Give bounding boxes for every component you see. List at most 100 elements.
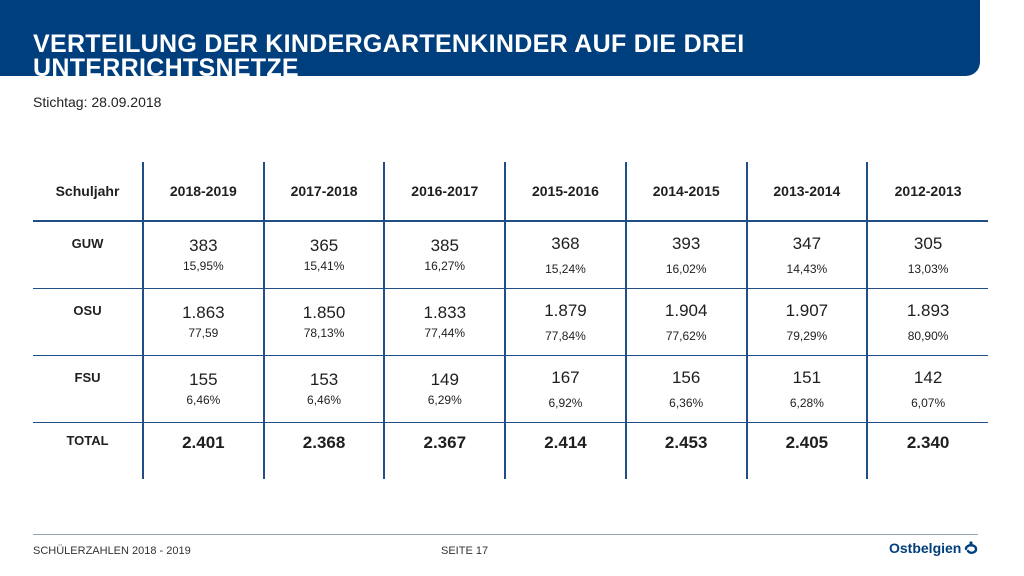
cell-value: 1.850 bbox=[302, 303, 346, 322]
cell-percent: 6,92% bbox=[548, 395, 583, 410]
table-cell: 151 6,28% bbox=[745, 355, 868, 423]
table-cell: 385 16,27% bbox=[383, 221, 506, 289]
header-cell-year: 2015-2016 bbox=[504, 162, 626, 222]
total-value: 2.367 bbox=[423, 433, 467, 452]
cell-percent: 6,46% bbox=[186, 393, 221, 407]
cell-value: 385 bbox=[430, 236, 459, 255]
table-cell: 1.863 77,59 bbox=[142, 288, 264, 356]
table-cell: 156 6,36% bbox=[624, 355, 747, 423]
table-cell: 1.893 80,90% bbox=[866, 288, 988, 356]
ostbelgien-logo: Ostbelgien bbox=[889, 540, 978, 556]
cell-percent: 77,84% bbox=[545, 328, 586, 343]
table-cell: 142 6,07% bbox=[866, 355, 988, 423]
cell-value: 1.863 bbox=[182, 303, 225, 322]
row-label: TOTAL bbox=[33, 422, 143, 479]
table-cell: 2.340 bbox=[866, 422, 988, 479]
header-cell-schuljahr: Schuljahr bbox=[33, 162, 143, 222]
cell-value: 153 bbox=[309, 370, 339, 389]
cell-value: 149 bbox=[430, 370, 459, 389]
table-cell: 1.904 77,62% bbox=[624, 288, 747, 356]
cell-percent: 15,95% bbox=[183, 259, 224, 273]
header-cell-year: 2014-2015 bbox=[624, 162, 747, 222]
cell-value: 167 bbox=[551, 367, 580, 387]
table-cell: 305 13,03% bbox=[866, 221, 988, 289]
cell-value: 1.833 bbox=[423, 303, 467, 322]
table-cell: 1.907 79,29% bbox=[745, 288, 868, 356]
logo-text: Ostbelgien bbox=[889, 540, 962, 556]
cell-percent: 79,29% bbox=[786, 328, 828, 343]
table-cell: 1.879 77,84% bbox=[504, 288, 626, 356]
cell-percent: 15,41% bbox=[303, 259, 345, 273]
table-cell: 2.414 bbox=[504, 422, 626, 479]
header-cell-year: 2013-2014 bbox=[745, 162, 868, 222]
cell-value: 347 bbox=[792, 233, 822, 253]
table-cell: 383 15,95% bbox=[142, 221, 264, 289]
header-band: VERTEILUNG DER KINDERGARTENKINDER AUF DI… bbox=[0, 0, 980, 76]
cell-value: 368 bbox=[551, 233, 580, 253]
header-cell-year: 2012-2013 bbox=[866, 162, 988, 222]
row-label: FSU bbox=[33, 355, 143, 423]
table-cell: 2.405 bbox=[745, 422, 868, 479]
cell-value: 1.879 bbox=[544, 300, 587, 320]
table-cell: 2.401 bbox=[142, 422, 264, 479]
header-cell-year: 2018-2019 bbox=[142, 162, 264, 222]
cell-value: 1.893 bbox=[906, 300, 950, 320]
table-cell: 149 6,29% bbox=[383, 355, 506, 423]
enrollment-table: Schuljahr 2018-2019 2017-2018 2016-2017 … bbox=[33, 162, 988, 479]
cell-percent: 13,03% bbox=[907, 261, 949, 276]
total-value: 2.340 bbox=[906, 433, 950, 452]
table-cell: 1.833 77,44% bbox=[383, 288, 506, 356]
cell-percent: 6,28% bbox=[789, 395, 824, 410]
table-cell: 1.850 78,13% bbox=[262, 288, 385, 356]
table-cell: 347 14,43% bbox=[745, 221, 868, 289]
cell-percent: 16,27% bbox=[424, 259, 466, 273]
cell-percent: 80,90% bbox=[907, 328, 949, 343]
footer-document-title: SCHÜLERZAHLEN 2018 - 2019 bbox=[33, 545, 191, 557]
table-row-fsu: FSU 155 6,46% 153 6,46% 149 6,29% 167 6,92% … bbox=[33, 355, 988, 423]
cell-percent: 6,07% bbox=[911, 395, 946, 410]
ostbelgien-wave-icon bbox=[965, 541, 978, 554]
header-cell-year: 2016-2017 bbox=[383, 162, 506, 222]
footer-page-number: SEITE 17 bbox=[441, 545, 489, 557]
table-cell: 153 6,46% bbox=[262, 355, 385, 423]
cell-percent: 6,46% bbox=[307, 393, 342, 407]
total-value: 2.414 bbox=[544, 433, 587, 452]
table-row-guw: GUW 383 15,95% 365 15,41% 385 16,27% 368 15,… bbox=[33, 221, 988, 289]
table-row-osu: OSU 1.863 77,59 1.850 78,13% 1.833 77,44% 1… bbox=[33, 288, 988, 356]
cell-percent: 15,24% bbox=[545, 261, 586, 276]
cell-value: 1.907 bbox=[785, 300, 829, 320]
cell-percent: 78,13% bbox=[303, 326, 345, 340]
table-cell: 2.453 bbox=[624, 422, 747, 479]
page-title: VERTEILUNG DER KINDERGARTENKINDER AUF DI… bbox=[33, 30, 745, 77]
table-row-total: TOTAL 2.401 2.368 2.367 2.414 2.453 2.40… bbox=[33, 422, 988, 479]
cell-value: 305 bbox=[913, 233, 943, 253]
total-value: 2.368 bbox=[302, 433, 346, 452]
cell-percent: 16,02% bbox=[665, 261, 707, 276]
table-cell: 2.367 bbox=[383, 422, 506, 479]
cell-percent: 77,44% bbox=[424, 326, 466, 340]
table-cell: 368 15,24% bbox=[504, 221, 626, 289]
cell-value: 393 bbox=[671, 233, 701, 253]
cell-percent: 77,62% bbox=[665, 328, 707, 343]
cell-percent: 77,59 bbox=[188, 326, 219, 340]
cell-percent: 14,43% bbox=[786, 261, 828, 276]
total-value: 2.405 bbox=[785, 433, 829, 452]
cell-value: 383 bbox=[189, 236, 218, 255]
row-label: GUW bbox=[71, 236, 104, 251]
cell-value: 365 bbox=[309, 236, 339, 255]
table-header-row: Schuljahr 2018-2019 2017-2018 2016-2017 … bbox=[33, 162, 988, 222]
header-cell-year: 2017-2018 bbox=[262, 162, 385, 222]
footer-divider bbox=[33, 534, 978, 535]
cell-percent: 6,29% bbox=[427, 393, 462, 407]
table-cell: 2.368 bbox=[262, 422, 385, 479]
reference-date: Stichtag: 28.09.2018 bbox=[33, 94, 162, 110]
table-cell: 167 6,92% bbox=[504, 355, 626, 423]
row-label: OSU bbox=[33, 288, 143, 356]
table-cell: 393 16,02% bbox=[624, 221, 747, 289]
table-cell: 365 15,41% bbox=[262, 221, 385, 289]
total-value: 2.453 bbox=[664, 433, 708, 452]
cell-value: 151 bbox=[792, 367, 822, 387]
cell-value: 1.904 bbox=[664, 300, 708, 320]
cell-percent: 6,36% bbox=[669, 395, 704, 410]
table-cell: 155 6,46% bbox=[142, 355, 264, 423]
